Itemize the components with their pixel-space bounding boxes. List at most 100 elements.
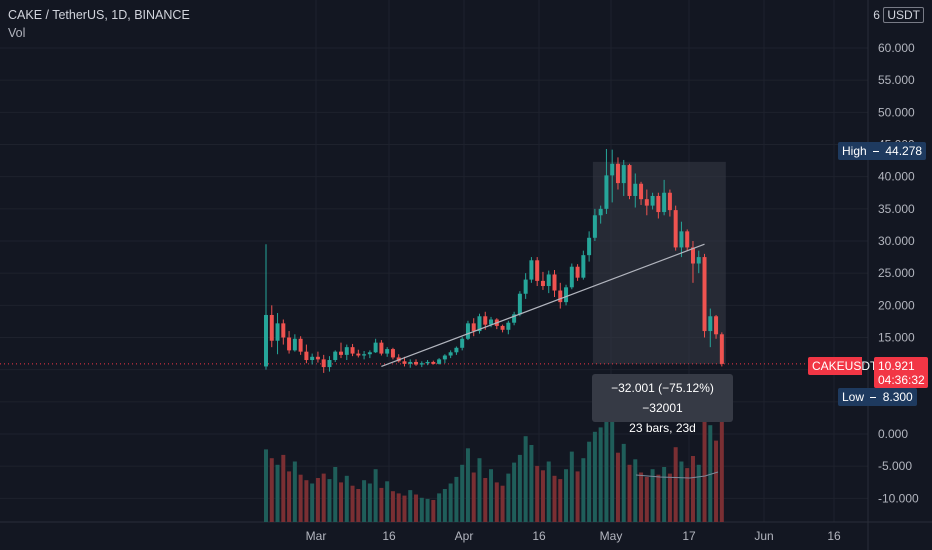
candle-body	[390, 349, 395, 358]
candle-body	[373, 342, 378, 353]
candle-body	[344, 347, 349, 355]
candle-body	[483, 316, 488, 325]
candle-body	[662, 192, 667, 213]
candle-body	[477, 316, 482, 332]
candle-body	[310, 356, 315, 361]
volume-bar	[494, 482, 499, 522]
volume-bar	[650, 469, 655, 522]
candle-body	[385, 349, 390, 354]
volume-bar	[696, 464, 701, 522]
price-axis-tick: 40.000	[878, 170, 915, 184]
volume-bar	[702, 414, 707, 522]
volume-bar	[327, 479, 332, 522]
price-axis-tick: 60.000	[878, 41, 915, 55]
candle-body	[656, 195, 661, 213]
candle-body	[564, 287, 569, 303]
candle-body	[379, 342, 384, 354]
candle-body	[523, 279, 528, 294]
volume-bar	[419, 497, 424, 522]
volume-bar	[390, 491, 395, 522]
volume-bar	[529, 445, 534, 522]
volume-bar	[281, 454, 286, 522]
chart-header: CAKE / TetherUS, 1D, BINANCE Vol	[8, 8, 190, 40]
candle-body	[569, 266, 574, 288]
candle-body	[408, 361, 413, 364]
candle-body	[315, 356, 320, 360]
price-axis-tick: 55.000	[878, 73, 915, 87]
candle-body	[367, 352, 372, 355]
candle-body	[546, 274, 551, 287]
candle-body	[517, 293, 522, 315]
candle-body	[454, 347, 459, 353]
candle-body	[506, 322, 511, 330]
volume-ma-line	[635, 471, 719, 479]
candle-body	[419, 363, 424, 365]
candle-body	[615, 163, 620, 184]
candle-body	[552, 274, 557, 291]
volume-bar	[344, 475, 349, 522]
volume-bar	[604, 413, 609, 522]
candle-body	[292, 338, 297, 351]
candle-body	[708, 316, 713, 332]
price-axis-tick: 20.000	[878, 298, 915, 312]
candle-body	[679, 231, 684, 248]
volume-bar	[396, 493, 401, 522]
volume-bar	[564, 469, 569, 522]
low-dash	[870, 397, 877, 399]
candle-body	[327, 360, 332, 368]
volume-bar	[506, 473, 511, 522]
time-axis-tick: May	[600, 529, 623, 543]
volume-bar	[408, 490, 413, 522]
candle-body	[604, 175, 609, 209]
candle-body	[529, 260, 534, 280]
candle-body	[460, 338, 465, 348]
candle-body	[471, 323, 476, 332]
time-axis-tick: Mar	[306, 529, 327, 543]
price-axis-tick: 25.000	[878, 266, 915, 280]
price-axis-tick: -5.000	[878, 459, 912, 473]
high-label: High	[842, 144, 867, 158]
volume-bar	[373, 469, 378, 522]
volume-bar	[448, 483, 453, 522]
volume-bar	[610, 417, 615, 522]
measure-tooltip: −32.001 (−75.12%) −32001 23 bars, 23d	[592, 374, 733, 435]
volume-bar	[304, 480, 309, 522]
candle-body	[610, 163, 615, 176]
volume-bar	[719, 412, 724, 522]
last-price-tag: 10.921	[874, 357, 928, 375]
volume-bar	[662, 467, 667, 522]
volume-bar	[333, 467, 338, 522]
volume-bar	[275, 464, 280, 522]
price-axis-unit[interactable]: 6 USDT	[873, 7, 924, 23]
volume-bar	[535, 465, 540, 522]
volume-bar	[310, 483, 315, 522]
candle-body	[719, 334, 724, 364]
volume-bar	[264, 449, 268, 522]
candle-body	[587, 237, 592, 256]
volume-bar	[598, 427, 603, 522]
volume-bar	[402, 495, 407, 522]
low-price-tag: Low 8.300	[838, 388, 917, 406]
candle-body	[592, 215, 597, 238]
price-axis-tick: 50.000	[878, 105, 915, 119]
symbol-title[interactable]: CAKE / TetherUS, 1D, BINANCE	[8, 8, 190, 22]
candle-body	[535, 260, 540, 281]
volume-bar	[714, 440, 719, 522]
volume-bar	[627, 464, 632, 522]
volume-bar	[356, 489, 361, 522]
candle-body	[350, 347, 355, 354]
volume-bar	[569, 451, 574, 522]
volume-indicator-label[interactable]: Vol	[8, 26, 26, 40]
volume-bar	[437, 493, 442, 522]
volume-bar	[471, 472, 476, 522]
candle-body	[673, 210, 678, 248]
volume-bar	[581, 458, 586, 522]
volume-bar	[367, 483, 372, 522]
volume-bar	[621, 443, 626, 522]
currency-unit-badge[interactable]: USDT	[883, 7, 924, 23]
candle-body	[598, 208, 603, 216]
candle-body	[512, 314, 517, 323]
volume-bar	[489, 469, 494, 522]
volume-bar	[425, 498, 430, 522]
